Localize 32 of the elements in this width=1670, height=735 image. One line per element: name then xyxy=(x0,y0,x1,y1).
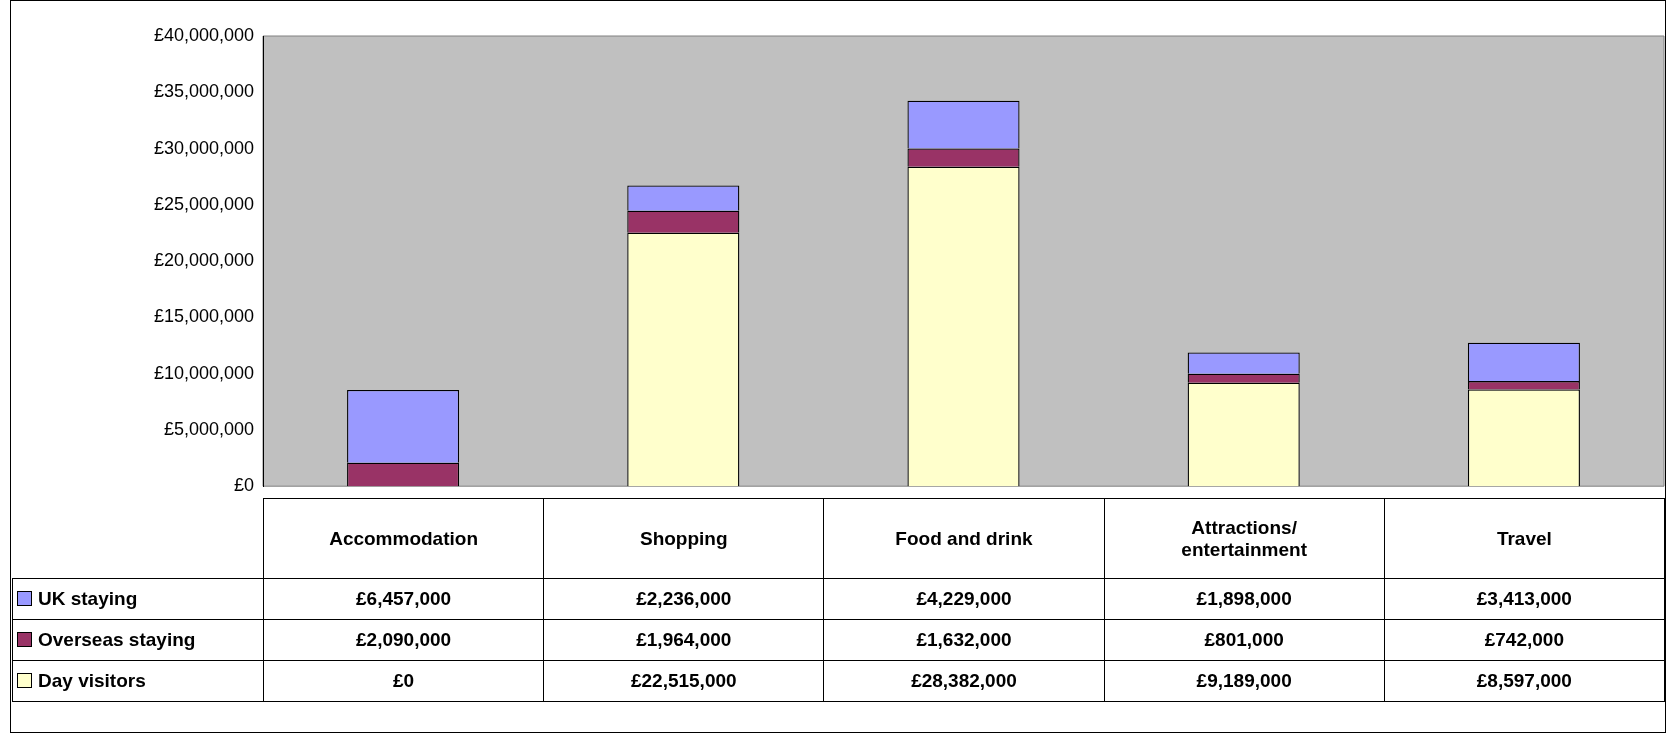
data-label: £22,515,000 xyxy=(543,660,824,702)
x-tick-label: Travel xyxy=(1495,527,1553,550)
y-tick-label: £10,000,000 xyxy=(153,362,254,383)
x-tick-label: Accommodation xyxy=(328,527,479,550)
y-tick-label: £20,000,000 xyxy=(153,250,254,271)
data-label: £1,632,000 xyxy=(823,619,1105,661)
x-tick-label: Attractions/ entertainment xyxy=(1180,516,1308,561)
y-tick-label: £35,000,000 xyxy=(153,81,254,102)
y-tick-label: £25,000,000 xyxy=(153,193,254,214)
y-tick-label: £5,000,000 xyxy=(163,418,254,439)
data-label: £9,189,000 xyxy=(1104,660,1385,702)
y-tick-label: £15,000,000 xyxy=(153,306,254,327)
data-label: £801,000 xyxy=(1104,619,1385,661)
y-tick-label: £40,000,000 xyxy=(153,24,254,45)
y-tick-label: £0 xyxy=(233,475,254,496)
legend-label: Overseas staying xyxy=(12,619,264,661)
data-label: £1,898,000 xyxy=(1104,578,1385,620)
data-label: £4,229,000 xyxy=(823,578,1105,620)
data-label: £8,597,000 xyxy=(1384,660,1665,702)
data-label: £742,000 xyxy=(1384,619,1665,661)
x-tick-label: Shopping xyxy=(639,527,729,550)
legend-label: UK staying xyxy=(12,578,264,620)
data-label: £2,236,000 xyxy=(543,578,824,620)
data-label: £3,413,000 xyxy=(1384,578,1665,620)
data-label: £6,457,000 xyxy=(263,578,544,620)
data-label: £2,090,000 xyxy=(263,619,544,661)
data-label: £0 xyxy=(263,660,544,702)
legend-label: Day visitors xyxy=(12,660,264,702)
data-label: £1,964,000 xyxy=(543,619,824,661)
x-tick-label: Food and drink xyxy=(894,527,1034,550)
data-label: £28,382,000 xyxy=(823,660,1105,702)
y-tick-label: £30,000,000 xyxy=(153,137,254,158)
